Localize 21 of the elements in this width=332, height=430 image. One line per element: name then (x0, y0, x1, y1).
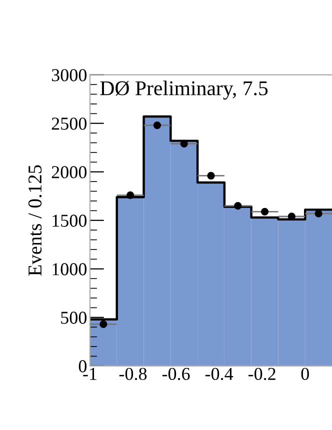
point (100, 320, 108, 328)
y-tick-label: 2500 (52, 118, 87, 130)
y-tick-label: 1500 (52, 214, 87, 227)
annotation: DØ Preliminary, 7.5 (100, 80, 268, 100)
x-tick-label: 0 (301, 368, 309, 380)
point (153, 121, 162, 130)
x-tick-label: -0.6 (162, 368, 190, 380)
point (260, 208, 269, 216)
x-tick-label: -0.8 (119, 368, 147, 380)
y-tick-label: 500 (61, 312, 87, 324)
x-tick-label: -0.4 (205, 368, 234, 380)
y-tick-label: 3000 (52, 69, 87, 82)
y-tick-label: 2000 (52, 166, 87, 178)
y-axis-title: Events / 0.125 (28, 165, 42, 276)
point (126, 191, 134, 199)
point (314, 210, 322, 218)
point (207, 172, 215, 180)
point (234, 202, 242, 210)
x-tick-label: -0.2 (248, 368, 276, 380)
point (180, 140, 188, 148)
y-tick-label: 1000 (52, 263, 87, 276)
